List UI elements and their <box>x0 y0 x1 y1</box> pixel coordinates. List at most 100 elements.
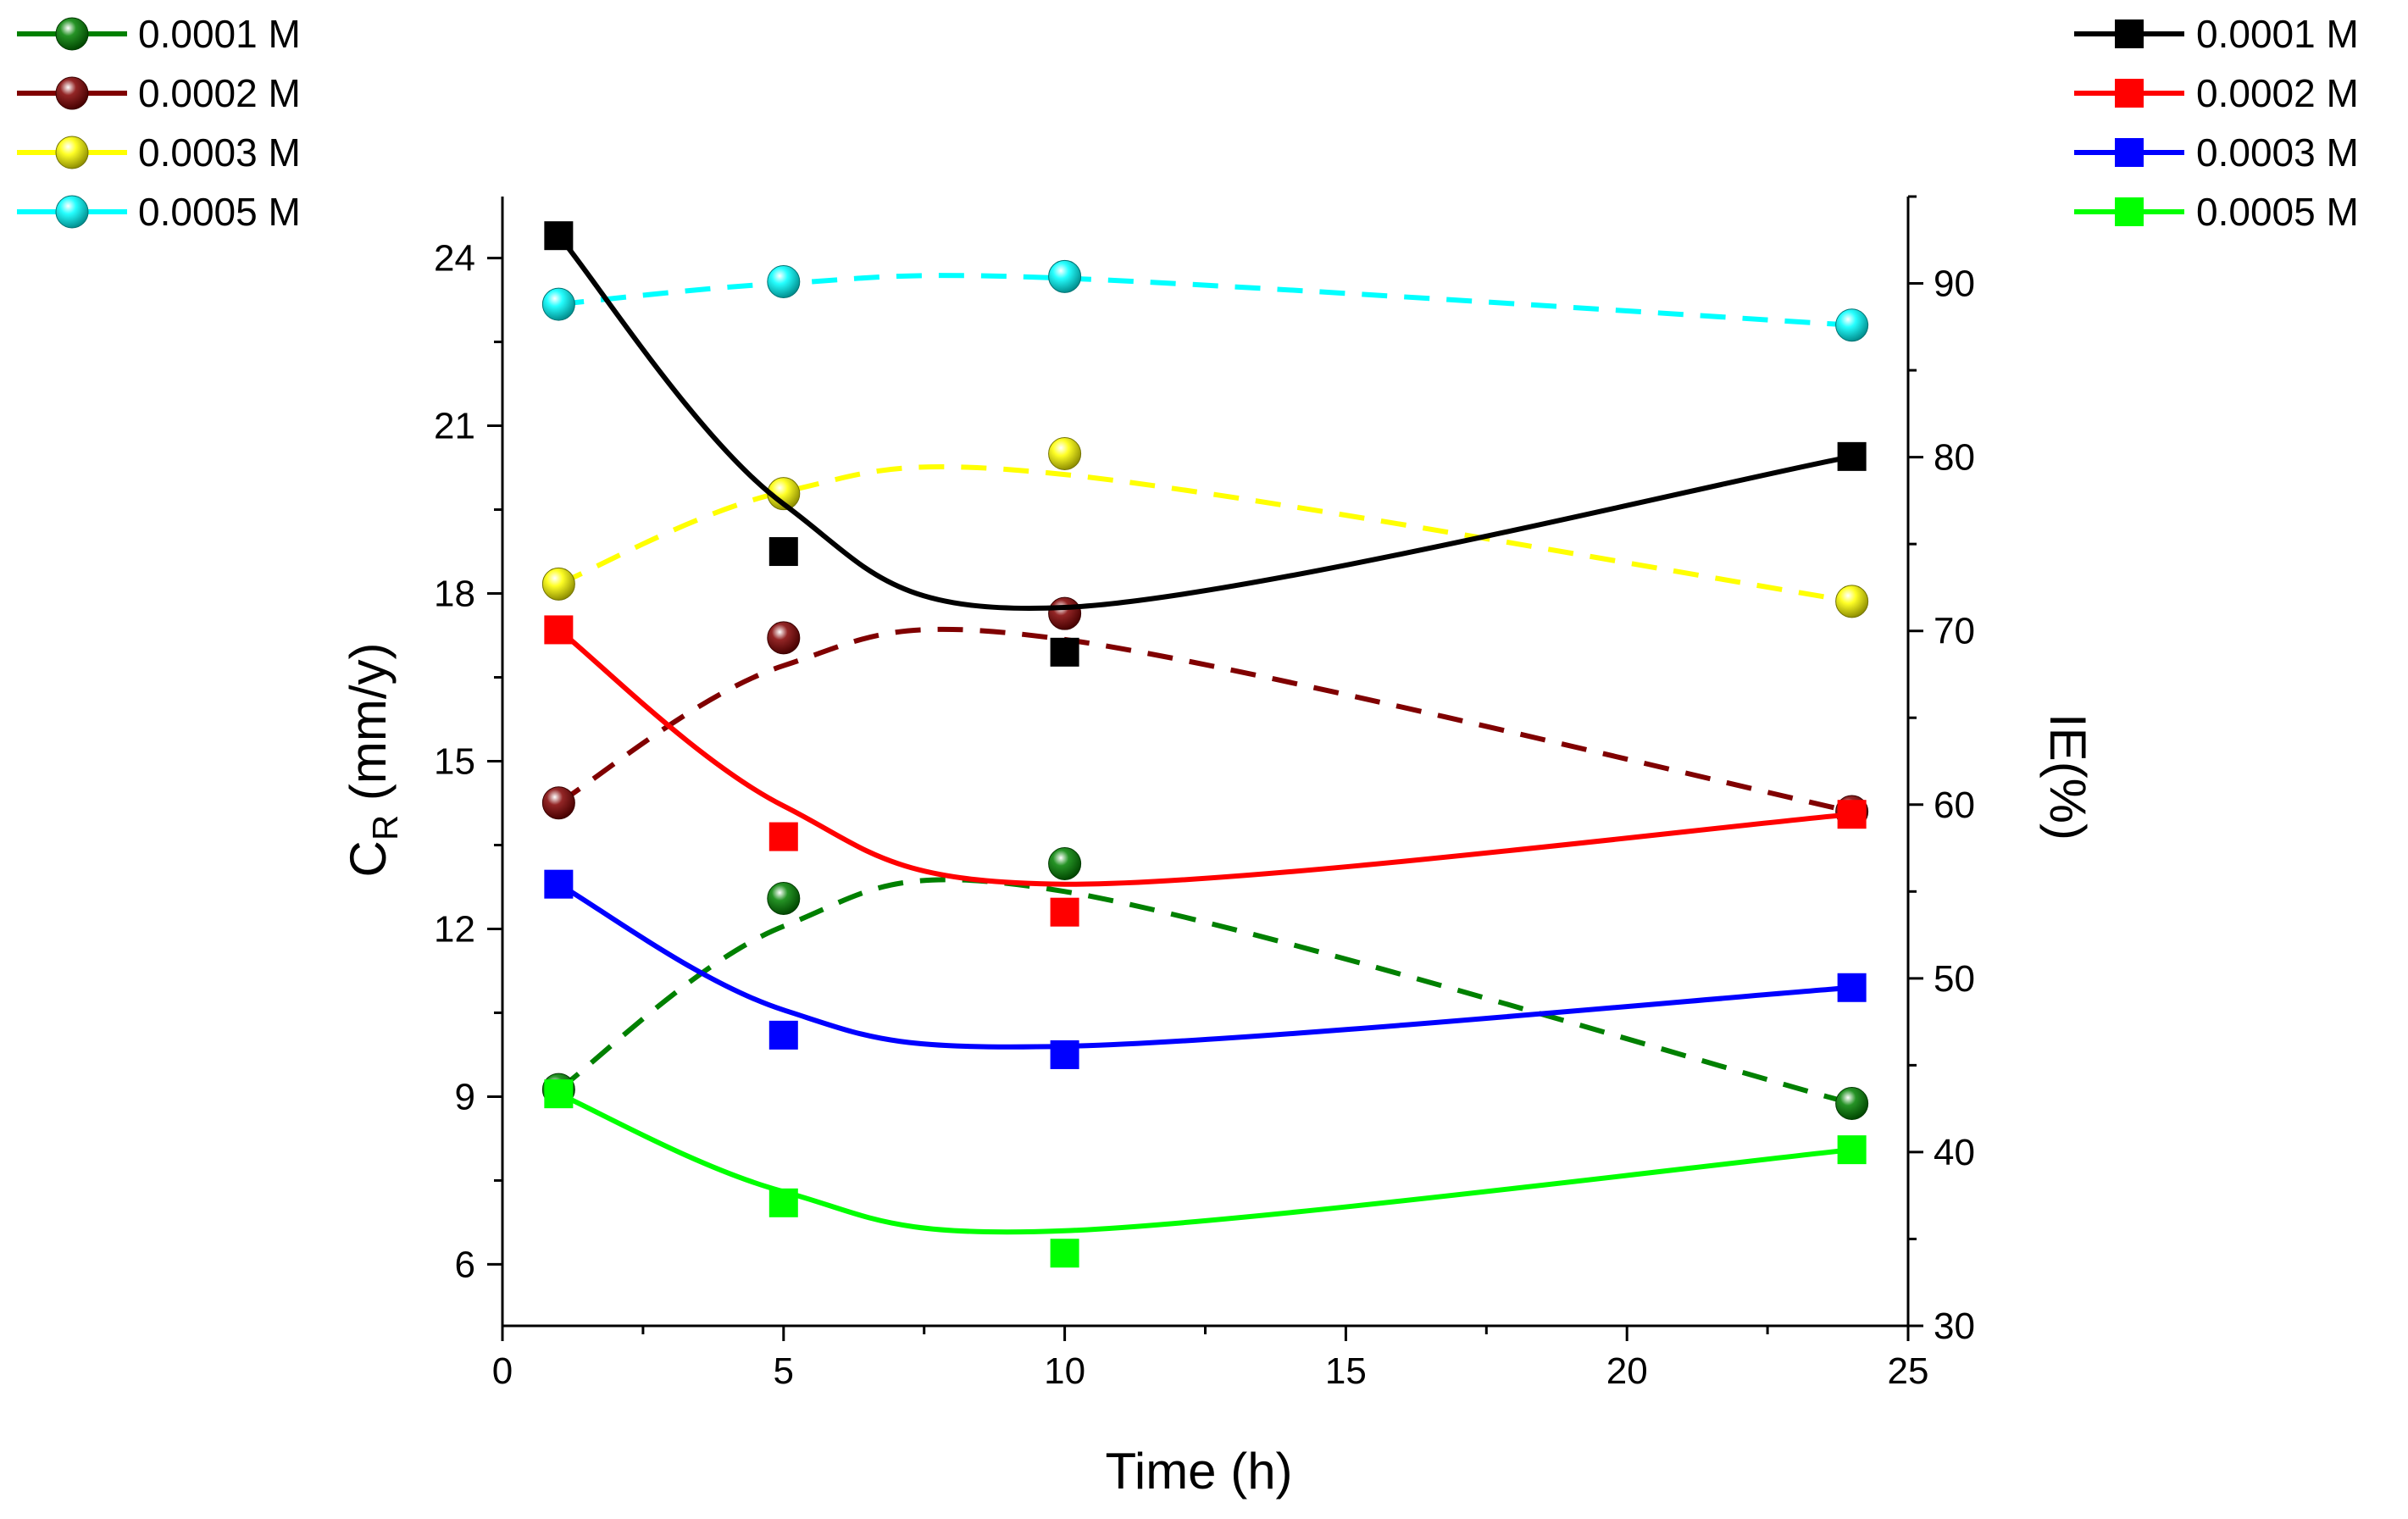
ie-data-point <box>1835 585 1869 618</box>
legend-item-cr: 0.0001 M <box>2074 12 2359 56</box>
y-tick-label: 24 <box>434 238 475 280</box>
legend-marker <box>55 195 89 229</box>
cr-data-point <box>768 822 798 851</box>
cr-data-point <box>1837 441 1867 471</box>
legend-item-ie: 0.0001 M <box>17 12 301 56</box>
y-axis-title-main: C <box>340 840 397 877</box>
legend-item-ie: 0.0005 M <box>17 190 301 234</box>
y-tick-label: 6 <box>455 1244 475 1285</box>
tick-labels: 0 5 10 15 20 25 6 9 12 15 18 21 24 30 40 50 60 70 80 90 <box>434 238 1975 1392</box>
cr-series <box>544 869 1867 1069</box>
y-tick-label: 15 <box>434 741 475 783</box>
cr-data-point <box>544 615 574 645</box>
ie-fit-line <box>558 464 1853 604</box>
y2-axis-title: IE(%) <box>2039 713 2096 840</box>
x-tick-label: 0 <box>492 1350 513 1392</box>
cr-data-point <box>1050 897 1079 927</box>
ie-data-point <box>1048 259 1082 293</box>
legend-label: 0.0002 M <box>2196 71 2359 115</box>
legend-label: 0.0005 M <box>2196 190 2359 234</box>
cr-data-point <box>1050 1039 1079 1069</box>
y2-tick-label: 70 <box>1934 611 1975 652</box>
legend-label: 0.0002 M <box>138 71 301 115</box>
axis-ticks <box>487 195 1923 1341</box>
x-tick-label: 15 <box>1325 1350 1367 1392</box>
cr-series <box>544 615 1867 927</box>
ie-series <box>541 596 1869 829</box>
ie-series <box>541 259 1869 342</box>
ie-series <box>541 846 1869 1121</box>
cr-data-point <box>1837 973 1867 1002</box>
ie-series <box>541 437 1869 618</box>
legend-marker <box>2115 79 2144 108</box>
cr-data-point <box>1050 1239 1079 1268</box>
ie-data-point <box>541 567 575 601</box>
y-axis-title-unit: (mm/y) <box>340 643 397 815</box>
cr-data-point <box>1050 637 1079 667</box>
ie-fit-line <box>557 877 1853 1106</box>
ie-data-point <box>767 264 801 298</box>
legend-label: 0.0001 M <box>2196 12 2359 56</box>
cr-series <box>544 1079 1867 1268</box>
cr-data-point <box>544 1079 574 1109</box>
y-axis-title: CR (mm/y) <box>340 643 405 878</box>
x-tick-label: 5 <box>774 1350 794 1392</box>
ie-data-point <box>767 882 801 916</box>
ie-data-point <box>1835 308 1869 342</box>
cr-data-point <box>1837 800 1867 829</box>
ie-data-point <box>1048 846 1082 880</box>
cr-data-point <box>768 537 798 567</box>
ie-data-point <box>1835 1087 1869 1121</box>
ie-data-point <box>1048 437 1082 471</box>
cr-fit-line <box>557 628 1852 887</box>
cr-data-point <box>1837 1135 1867 1165</box>
legend-item-cr: 0.0002 M <box>2074 71 2359 115</box>
legend-item-ie: 0.0002 M <box>17 71 301 115</box>
legend-item-cr: 0.0003 M <box>2074 130 2359 175</box>
legend-label: 0.0001 M <box>138 12 301 56</box>
legend-label: 0.0003 M <box>138 130 301 175</box>
cr-data-point <box>544 221 574 251</box>
y2-tick-label: 80 <box>1934 437 1975 479</box>
y2-tick-label: 30 <box>1934 1306 1975 1347</box>
legend-label: 0.0005 M <box>138 190 301 234</box>
ie-data-point <box>1048 596 1082 630</box>
legend-marker <box>2115 19 2144 48</box>
y-tick-label: 21 <box>434 406 475 447</box>
y-axis-title-sub: R <box>365 815 405 840</box>
x-tick-label: 10 <box>1044 1350 1085 1392</box>
series-layer <box>541 221 1869 1268</box>
ie-data-point <box>541 287 575 321</box>
legend-label: 0.0003 M <box>2196 130 2359 175</box>
x-tick-label: 25 <box>1888 1350 1929 1392</box>
y-tick-label: 9 <box>455 1076 475 1117</box>
legend-marker <box>2115 197 2144 226</box>
y2-tick-label: 90 <box>1934 263 1975 305</box>
cr-series <box>544 221 1867 667</box>
ie-data-point <box>767 621 801 655</box>
cr-data-point <box>768 1020 798 1050</box>
y2-tick-label: 40 <box>1934 1132 1975 1173</box>
cr-fit-line <box>558 1091 1852 1235</box>
y2-tick-label: 60 <box>1934 784 1975 826</box>
legend-item-cr: 0.0005 M <box>2074 190 2359 234</box>
ie-fit-line <box>557 626 1853 814</box>
cr-data-point <box>544 869 574 899</box>
cr-fit-line <box>557 882 1852 1050</box>
y2-tick-label: 50 <box>1934 958 1975 1000</box>
ie-data-point <box>541 786 575 820</box>
legend-marker <box>55 136 89 169</box>
x-tick-label: 20 <box>1606 1350 1648 1392</box>
legend-marker <box>55 76 89 110</box>
y-tick-label: 12 <box>434 908 475 950</box>
legend-item-ie: 0.0003 M <box>17 130 301 175</box>
legend-marker <box>55 17 89 51</box>
cr-fit-line <box>557 234 1853 611</box>
cr-data-point <box>768 1188 798 1217</box>
x-axis-title: Time (h) <box>1105 1443 1292 1500</box>
ie-fit-line <box>558 273 1852 328</box>
legend-left: 0.0001 M 0.0002 M 0.0003 M 0.0005 M <box>17 12 301 234</box>
legend-right: 0.0001 M 0.0002 M 0.0003 M 0.0005 M <box>2074 12 2359 234</box>
legend-marker <box>2115 138 2144 167</box>
